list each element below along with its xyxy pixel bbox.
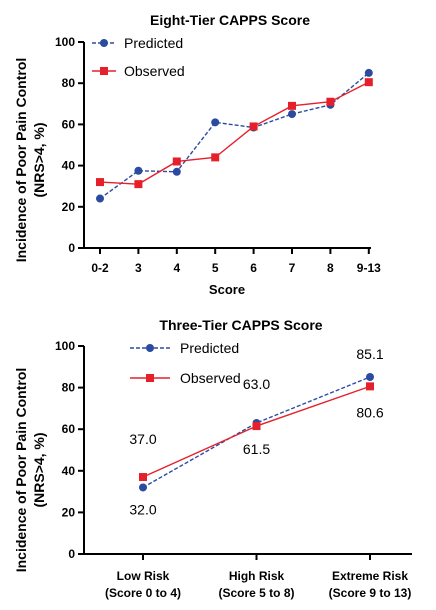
data-point-observed (326, 97, 335, 106)
y-tick-label: 20 (62, 200, 76, 214)
x-tick-label: (Score 0 to 4) (105, 586, 181, 600)
x-tick-label: High Risk (229, 569, 285, 583)
data-point-predicted (134, 166, 143, 175)
x-tick-label: 7 (289, 261, 296, 275)
legend-label-predicted: Predicted (124, 35, 183, 51)
y-axis-label-line2: (NRS>4, %) (31, 122, 47, 197)
y-tick-label: 40 (62, 159, 76, 173)
legend-label-observed: Observed (124, 63, 185, 79)
x-tick-label: 9-13 (357, 261, 381, 275)
y-tick-label: 0 (68, 241, 75, 255)
data-point-observed (96, 178, 104, 187)
x-tick-label: (Score 9 to 13) (329, 586, 412, 600)
data-point-predicted (288, 110, 296, 119)
y-tick-label: 40 (62, 464, 76, 478)
data-point-observed (252, 422, 261, 431)
data-point-observed (139, 473, 147, 482)
data-label-predicted: 32.0 (129, 501, 156, 517)
legend-marker-observed (100, 67, 108, 75)
y-tick-label: 0 (68, 547, 75, 561)
data-point-observed (211, 153, 220, 162)
legend-marker-predicted (146, 344, 154, 352)
chart-title: Three-Tier CAPPS Score (159, 317, 322, 333)
chart-eight-tier: Eight-Tier CAPPS Score Incidence of Poor… (13, 12, 381, 297)
data-point-predicted (172, 167, 181, 176)
x-tick-label: 5 (212, 261, 219, 275)
x-tick-label: 6 (250, 261, 257, 275)
y-axis-label-line2: (NRS>4, %) (31, 432, 47, 507)
data-point-observed (134, 180, 143, 189)
y-tick-label: 80 (62, 381, 76, 395)
series-line-predicted (142, 376, 371, 489)
data-point-predicted (364, 68, 373, 77)
data-label-observed: 61.5 (243, 441, 270, 457)
y-tick-label: 20 (62, 505, 76, 519)
x-tick-label: Low Risk (117, 569, 170, 583)
legend-marker-observed (146, 374, 154, 382)
data-label-observed: 80.6 (356, 404, 383, 420)
x-tick-label: 8 (327, 261, 334, 275)
data-point-observed (249, 122, 258, 131)
series-line-observed (142, 385, 371, 478)
series-line-observed (99, 81, 370, 185)
legend-label-predicted: Predicted (180, 340, 239, 356)
legend-label-observed: Observed (180, 370, 241, 386)
data-point-observed (172, 157, 181, 166)
data-point-predicted (139, 483, 147, 492)
x-tick-label: 3 (135, 261, 142, 275)
y-tick-label: 100 (55, 339, 75, 353)
data-label-predicted: 63.0 (243, 376, 270, 392)
legend-marker-predicted (100, 39, 108, 47)
y-axis-label-line1: Incidence of Poor Pain Control (13, 368, 29, 573)
series-line-predicted (99, 72, 370, 200)
y-axis-label-line1: Incidence of Poor Pain Control (13, 58, 29, 263)
data-point-predicted (96, 194, 104, 203)
x-tick-label: 0-2 (91, 261, 109, 275)
data-label-observed: 37.0 (129, 431, 156, 447)
y-tick-label: 60 (62, 422, 76, 436)
data-point-predicted (211, 118, 220, 127)
chart-three-tier: Three-Tier CAPPS Score Incidence of Poor… (13, 317, 412, 600)
data-label-predicted: 85.1 (356, 346, 383, 362)
x-tick-label: Extreme Risk (332, 569, 408, 583)
x-axis-label: Score (209, 282, 245, 297)
data-point-observed (366, 382, 374, 391)
chart-title: Eight-Tier CAPPS Score (150, 12, 310, 28)
y-tick-label: 100 (55, 35, 75, 49)
data-point-observed (364, 78, 373, 87)
data-point-predicted (366, 372, 374, 381)
x-tick-label: 4 (173, 261, 180, 275)
x-tick-label: (Score 5 to 8) (218, 586, 294, 600)
data-point-observed (288, 101, 296, 110)
y-tick-label: 60 (62, 117, 76, 131)
y-tick-label: 80 (62, 76, 76, 90)
